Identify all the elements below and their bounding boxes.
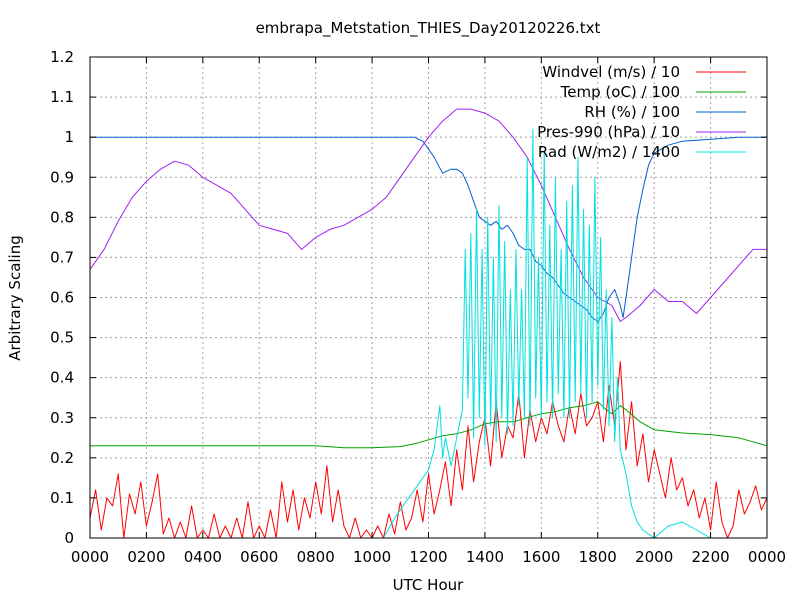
x-tick-label: 0600 [240, 548, 278, 566]
y-tick-label: 0.2 [50, 449, 74, 467]
x-axis-label: UTC Hour [393, 576, 464, 594]
y-tick-label: 0.3 [50, 409, 74, 427]
series-line-3 [90, 136, 767, 322]
y-tick-label: 0 [64, 529, 74, 547]
y-tick-label: 0.5 [50, 329, 74, 347]
y-tick-label: 0.8 [50, 208, 74, 226]
legend: Windvel (m/s) / 10 Temp (oC) / 100 RH (%) … [537, 63, 746, 161]
legend-label: Rad (W/m2) / 1400 [538, 143, 680, 161]
x-tick-label: 1600 [522, 548, 560, 566]
series-line-2 [90, 401, 768, 449]
series-line-1 [89, 361, 768, 539]
y-tick-label: 1.1 [50, 88, 74, 106]
y-axis-label: Arbitrary Scaling [6, 235, 24, 361]
x-tick-label: 2200 [691, 548, 729, 566]
x-tick-label: 1000 [353, 548, 391, 566]
x-tick-label: 0800 [297, 548, 335, 566]
x-tick-label: 0000 [748, 548, 786, 566]
y-tick-label: 0.9 [50, 168, 74, 186]
x-tick-label: 0000 [71, 548, 109, 566]
y-tick-label: 0.7 [50, 248, 74, 266]
series-lines [89, 108, 768, 539]
legend-label: Temp (oC) / 100 [560, 83, 680, 101]
series-line-5 [90, 128, 767, 539]
series-line-4 [89, 108, 767, 322]
x-tick-label: 2000 [635, 548, 673, 566]
x-tick-labels: 0000 0200 0400 0600 0800 1000 1200 1400 1600 1800… [71, 57, 786, 566]
y-tick-label: 1.2 [50, 48, 74, 66]
y-tick-label: 0.4 [50, 369, 74, 387]
x-tick-label: 1200 [409, 548, 447, 566]
legend-label: Pres-990 (hPa) / 10 [537, 123, 680, 141]
y-tick-labels: 0 0.1 0.2 0.3 0.4 0.5 0.6 0.7 0.8 0.9 1 1.1 1.2 [50, 48, 767, 547]
y-tick-label: 0.6 [50, 289, 74, 307]
legend-label: Windvel (m/s) / 10 [542, 63, 680, 81]
x-tick-label: 0200 [127, 548, 165, 566]
y-tick-label: 1 [64, 128, 74, 146]
x-tick-label: 1800 [579, 548, 617, 566]
x-tick-label: 0400 [184, 548, 222, 566]
legend-label: RH (%) / 100 [584, 103, 680, 121]
chart-title: embrapa_Metstation_THIES_Day20120226.txt [256, 19, 601, 38]
x-tick-label: 1400 [466, 548, 504, 566]
y-tick-label: 0.1 [50, 489, 74, 507]
